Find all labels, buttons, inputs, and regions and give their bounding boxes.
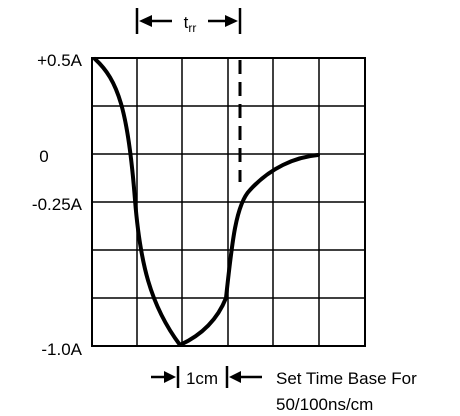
time-base-note-line2: 50/100ns/cm [276,395,373,414]
trr-arrowhead-right [225,15,238,27]
y-label-plus-half-amp: +0.5A [37,51,83,70]
y-label-minus-one-amp: -1.0A [41,340,82,359]
recovery-current-curve [93,57,320,347]
one-cm-right-arrowhead [229,371,241,383]
one-cm-label: 1cm [186,369,218,388]
time-base-note-line1: Set Time Base For [276,369,417,388]
one-cm-left-arrowhead [164,371,176,383]
oscilloscope-grid [91,57,366,347]
one-cm-dimension: 1cm [151,366,262,388]
y-label-minus-quarter-amp: -0.25A [32,195,83,214]
trr-label: trr [184,13,197,35]
trr-dimension: trr [135,8,242,35]
y-label-zero: 0 [39,147,48,166]
trr-arrowhead-left [139,15,152,27]
